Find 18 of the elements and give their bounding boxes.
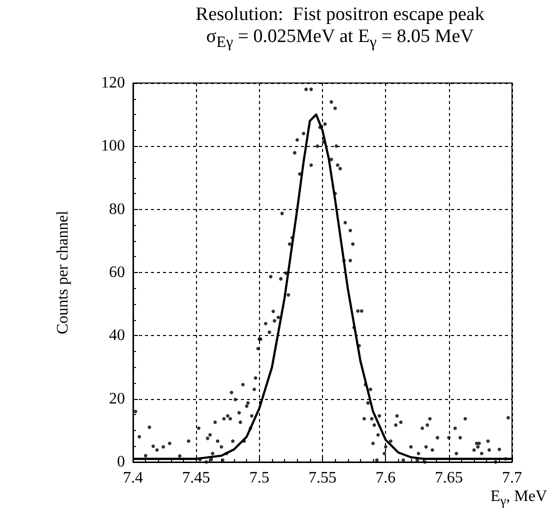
x-tick-label: 7.4 [123,470,143,486]
y-tick-label: 20 [109,390,125,408]
y-tick-label: 100 [101,138,125,155]
y-tick-label: 0 [117,454,125,470]
x-tick-label: 7.65 [434,470,463,486]
y-tick-label: 120 [101,74,125,92]
chart-title: Resolution: Fist positron escape peak [194,4,486,26]
y-tick-label: 40 [109,327,125,344]
x-tick-label: 7.7 [502,470,522,486]
x-tick-label: 7.55 [308,470,336,486]
y-axis-title: Counts per channel [54,210,72,334]
chart-subtitle: σ$_{Eγ}$ = 0.025MeV at E$_{γ}$ = 8.05 MeV [205,26,475,53]
x-axis-title: E$_{γ}$, MeV [490,488,547,510]
x-tick-label: 7.5 [249,470,270,486]
y-tick-label: 80 [109,200,125,218]
x-tick-label: 7.6 [376,470,396,486]
x-tick-label: 7.45 [182,470,210,486]
y-tick-label: 60 [109,264,125,281]
